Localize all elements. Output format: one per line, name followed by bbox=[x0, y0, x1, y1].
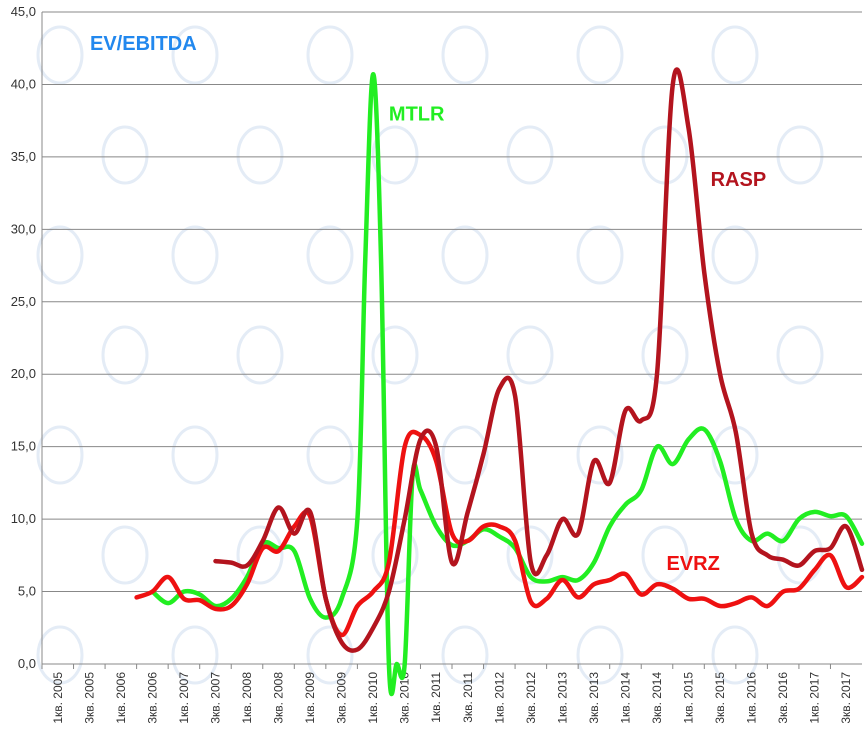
watermark-motif bbox=[371, 125, 419, 185]
watermark-motif bbox=[641, 525, 689, 585]
x-tick-label: 3кв. 2006 bbox=[145, 672, 159, 724]
watermark-motif bbox=[36, 225, 84, 285]
watermark-layer bbox=[36, 25, 824, 685]
y-axis: 0,0 5,0 10,0 15,0 20,0 25,0 30,0 35,0 40,0 45,0 bbox=[11, 4, 43, 671]
x-axis: 1кв. 2005 3кв. 2005 1кв. 2006 3кв. 2006 1кв.… bbox=[41, 664, 853, 724]
watermark-motif bbox=[711, 625, 759, 685]
watermark-motif bbox=[171, 625, 219, 685]
y-tick-label: 10,0 bbox=[11, 511, 36, 526]
watermark-motif bbox=[441, 425, 489, 485]
watermark-motif bbox=[101, 125, 149, 185]
series-lines bbox=[134, 67, 865, 697]
x-tick-label: 1кв. 2015 bbox=[682, 672, 696, 724]
watermark-motif bbox=[776, 125, 824, 185]
watermark-motif bbox=[171, 225, 219, 285]
series-labels: MTLR RASP EVRZ bbox=[389, 104, 766, 575]
x-tick-label: 3кв. 2016 bbox=[776, 672, 790, 724]
x-tick-label: 3кв. 2008 bbox=[272, 672, 286, 724]
x-tick-label: 1кв. 2011 bbox=[429, 672, 443, 723]
y-tick-label: 30,0 bbox=[11, 221, 36, 236]
x-tick-label: 3кв. 2009 bbox=[335, 672, 349, 724]
x-tick-label: 1кв. 2017 bbox=[808, 672, 822, 724]
x-tick-label: 3кв. 2010 bbox=[398, 672, 412, 724]
watermark-motif bbox=[36, 25, 84, 85]
watermark-motif bbox=[641, 325, 689, 385]
grid-lines bbox=[42, 11, 862, 665]
y-tick-label: 35,0 bbox=[11, 149, 36, 164]
series-line-mtlr bbox=[150, 72, 865, 697]
y-tick-label: 5,0 bbox=[18, 584, 36, 599]
y-tick-label: 0,0 bbox=[18, 656, 36, 671]
y-tick-label: 45,0 bbox=[11, 4, 36, 19]
y-tick-label: 20,0 bbox=[11, 366, 36, 381]
watermark-motif bbox=[306, 225, 354, 285]
watermark-motif bbox=[506, 525, 554, 585]
series-label-mtlr: MTLR bbox=[389, 104, 445, 126]
x-tick-label: 1кв. 2005 bbox=[51, 672, 65, 724]
series-label-evrz: EVRZ bbox=[666, 553, 719, 575]
watermark-motif bbox=[171, 25, 219, 85]
x-tick-label: 1кв. 2010 bbox=[366, 672, 380, 724]
x-tick-label: 1кв. 2006 bbox=[114, 672, 128, 724]
watermark-motif bbox=[371, 325, 419, 385]
watermark-motif bbox=[101, 325, 149, 385]
y-tick-label: 25,0 bbox=[11, 294, 36, 309]
watermark-motif bbox=[36, 425, 84, 485]
x-tick-label: 3кв. 2012 bbox=[524, 672, 538, 724]
watermark-motif bbox=[236, 325, 284, 385]
watermark-motif bbox=[36, 625, 84, 685]
watermark-motif bbox=[776, 325, 824, 385]
x-tick-label: 3кв. 2014 bbox=[650, 672, 664, 724]
x-tick-label: 1кв. 2008 bbox=[240, 672, 254, 724]
watermark-motif bbox=[441, 625, 489, 685]
x-tick-label: 1кв. 2009 bbox=[303, 672, 317, 724]
watermark-motif bbox=[236, 525, 284, 585]
watermark-motif bbox=[576, 25, 624, 85]
x-tick-label: 1кв. 2012 bbox=[492, 672, 506, 724]
x-tick-label: 1кв. 2013 bbox=[555, 672, 569, 724]
watermark-motif bbox=[711, 25, 759, 85]
x-tick-label: 3кв. 2013 bbox=[587, 672, 601, 724]
series-line-rasp bbox=[213, 67, 865, 653]
series-line-evrz bbox=[134, 429, 865, 638]
x-tick-label: 1кв. 2014 bbox=[618, 672, 632, 724]
watermark-motif bbox=[441, 225, 489, 285]
watermark-motif bbox=[506, 125, 554, 185]
chart-title: EV/EBITDA bbox=[90, 33, 197, 55]
watermark-motif bbox=[306, 25, 354, 85]
x-tick-label: 3кв. 2011 bbox=[461, 672, 475, 723]
watermark-motif bbox=[441, 25, 489, 85]
x-tick-label: 1кв. 2007 bbox=[177, 672, 191, 724]
x-tick-label: 3кв. 2007 bbox=[208, 672, 222, 724]
watermark-motif bbox=[306, 425, 354, 485]
x-tick-label: 3кв. 2015 bbox=[713, 672, 727, 724]
watermark-motif bbox=[576, 625, 624, 685]
series-label-rasp: RASP bbox=[711, 169, 767, 191]
watermark-motif bbox=[576, 225, 624, 285]
y-tick-label: 40,0 bbox=[11, 76, 36, 91]
watermark-motif bbox=[101, 525, 149, 585]
watermark-motif bbox=[576, 425, 624, 485]
x-tick-label: 3кв. 2017 bbox=[839, 672, 853, 724]
watermark-motif bbox=[171, 425, 219, 485]
watermark-motif bbox=[506, 325, 554, 385]
x-tick-label: 1кв. 2016 bbox=[745, 672, 759, 724]
watermark-motif bbox=[306, 625, 354, 685]
watermark-motif bbox=[776, 525, 824, 585]
watermark-motif bbox=[236, 125, 284, 185]
x-tick-label: 3кв. 2005 bbox=[82, 672, 96, 724]
y-tick-label: 15,0 bbox=[11, 439, 36, 454]
watermark-motif bbox=[711, 225, 759, 285]
